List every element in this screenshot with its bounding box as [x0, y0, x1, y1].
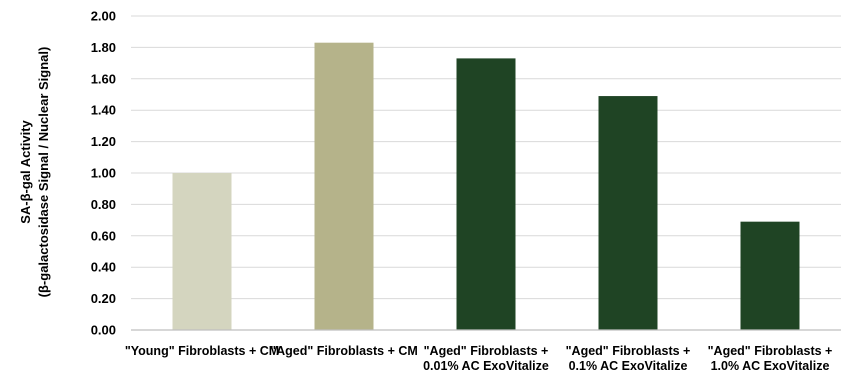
bars	[172, 42, 800, 330]
bar	[456, 58, 516, 330]
y-axis-ticks: 0.00 0.20 0.40 0.60 0.80 1.00 1.20 1.40 1.60 1.80…	[91, 9, 116, 338]
x-axis-category-labels: "Young" Fibroblasts + CM"Aged" Fibroblas…	[125, 344, 833, 373]
x-category-label: "Aged" Fibroblasts +	[566, 344, 691, 358]
y-axis-title-line-2: (β-galactosidase Signal / Nuclear Signal…	[36, 47, 51, 298]
y-tick-label: 0.80	[91, 197, 116, 212]
bar	[172, 173, 232, 330]
bar	[314, 42, 374, 330]
x-category-label: 1.0% AC ExoVitalize	[711, 359, 830, 373]
y-axis-title-line-1: SA-β-gal Activity	[18, 119, 33, 223]
y-tick-label: 1.00	[91, 166, 116, 181]
y-tick-label: 1.60	[91, 71, 116, 86]
y-tick-label: 1.80	[91, 40, 116, 55]
y-tick-label: 1.40	[91, 103, 116, 118]
y-tick-label: 0.40	[91, 260, 116, 275]
x-category-label: "Aged" Fibroblasts +	[708, 344, 833, 358]
y-axis-title: SA-β-gal Activity (β-galactosidase Signa…	[18, 47, 51, 298]
bar	[740, 221, 800, 330]
y-tick-label: 0.60	[91, 228, 116, 243]
bar	[598, 96, 658, 330]
x-category-label: "Aged" Fibroblasts + CM	[270, 344, 418, 358]
y-tick-label: 1.20	[91, 134, 116, 149]
y-tick-label: 0.20	[91, 291, 116, 306]
x-category-label: 0.1% AC ExoVitalize	[569, 359, 688, 373]
y-tick-label: 2.00	[91, 9, 116, 24]
y-tick-label: 0.00	[91, 323, 116, 338]
x-category-label: 0.01% AC ExoVitalize	[423, 359, 549, 373]
x-category-label: "Young" Fibroblasts + CM	[125, 344, 279, 358]
x-category-label: "Aged" Fibroblasts +	[424, 344, 549, 358]
